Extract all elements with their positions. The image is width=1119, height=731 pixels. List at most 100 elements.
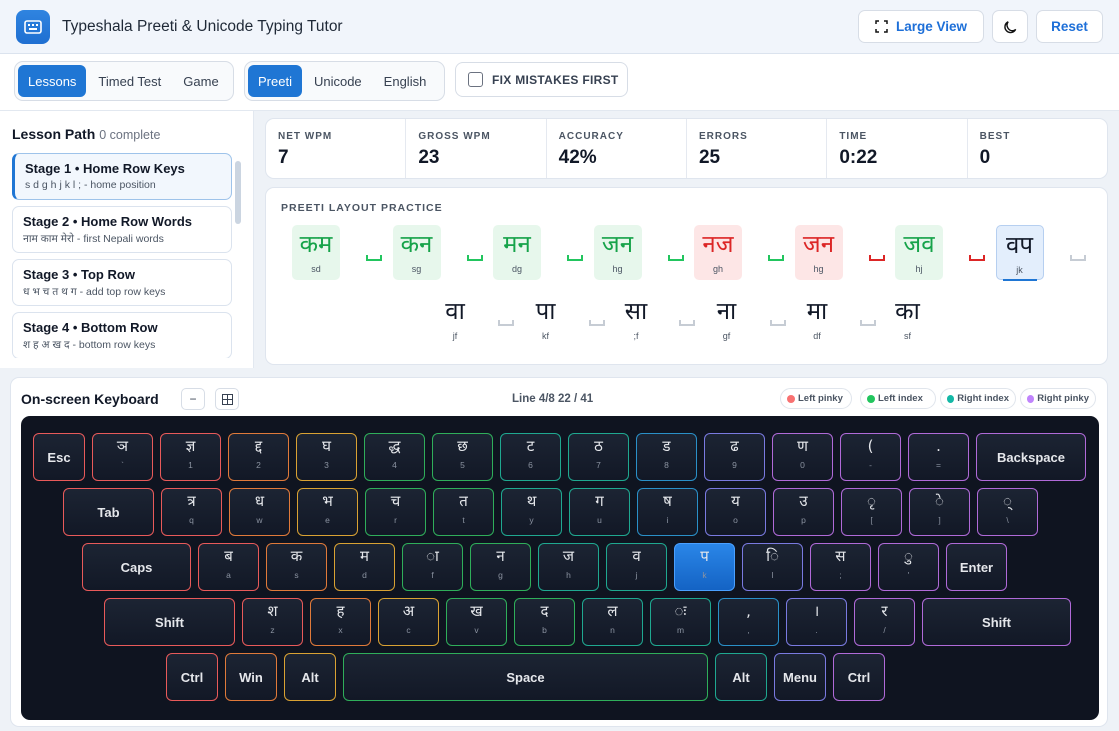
key[interactable]: द्ध 4 xyxy=(364,433,425,481)
key-glyph: व xyxy=(632,547,641,565)
key-ctrl[interactable]: Ctrl xyxy=(833,653,885,701)
key[interactable]: (- xyxy=(840,433,901,481)
word-text: जन xyxy=(601,230,634,258)
tab-game[interactable]: Game xyxy=(183,73,219,89)
key-alt[interactable]: Alt xyxy=(715,653,767,701)
key[interactable]: ,, xyxy=(718,598,779,646)
key-tab[interactable]: Tab xyxy=(63,488,154,536)
theme-toggle-button[interactable] xyxy=(992,10,1028,43)
stage-item[interactable]: Stage 2 • Home Row Words नाम काम मेरो - f… xyxy=(12,206,232,253)
fix-mistakes-toggle[interactable]: FIX MISTAKES FIRST xyxy=(455,62,628,97)
tab-preeti[interactable]: Preeti xyxy=(248,65,302,97)
key-latin: x xyxy=(338,625,343,635)
tab-lessons[interactable]: Lessons xyxy=(18,65,87,97)
legend-label: Right pinky xyxy=(1037,393,1089,404)
key-alt[interactable]: Alt xyxy=(284,653,336,701)
key-shift[interactable]: Shift xyxy=(104,598,235,646)
word-text: नज xyxy=(702,230,734,258)
key[interactable]: ृ[ xyxy=(841,488,902,536)
key-win[interactable]: Win xyxy=(225,653,277,701)
key-glyph: ह xyxy=(336,602,345,620)
key[interactable]: त्र q xyxy=(161,488,222,536)
key[interactable]: ज्ञ 1 xyxy=(160,433,221,481)
key-space[interactable]: Space xyxy=(343,653,708,701)
key[interactable]: ा f xyxy=(402,543,463,591)
key-glyph: ( xyxy=(867,437,874,455)
key[interactable]: ञ ` xyxy=(92,433,153,481)
legend-label: Left pinky xyxy=(798,393,843,404)
key-enter[interactable]: Enter xyxy=(946,543,1007,591)
key[interactable]: ।. xyxy=(786,598,847,646)
grid-toggle-button[interactable] xyxy=(215,388,239,410)
key-glyph: क xyxy=(290,547,303,565)
legend-item: Left pinky xyxy=(780,388,852,409)
key[interactable]: . = xyxy=(908,433,969,481)
key-latin: b xyxy=(542,625,547,635)
key-menu[interactable]: Menu xyxy=(774,653,826,701)
key[interactable]: ः m xyxy=(650,598,711,646)
key-backspace[interactable]: Backspace xyxy=(976,433,1086,481)
key-ctrl[interactable]: Ctrl xyxy=(166,653,218,701)
key-latin: ' xyxy=(907,570,910,580)
fix-mistakes-checkbox[interactable] xyxy=(468,72,483,87)
key-latin: r xyxy=(394,515,397,525)
practice-word: कम sd xyxy=(292,225,340,280)
key[interactable]: े] xyxy=(909,488,970,536)
zoom-out-button[interactable]: − xyxy=(181,388,205,410)
key[interactable]: ु ' xyxy=(878,543,939,591)
key[interactable]: द्द 2 xyxy=(228,433,289,481)
stage-item[interactable]: Stage 4 • Bottom Row श ह अ ख द - bottom r… xyxy=(12,312,232,358)
stage-item[interactable]: Stage 3 • Top Row ध भ च त थ ग - add top r… xyxy=(12,259,232,306)
large-view-button[interactable]: Large View xyxy=(858,10,984,43)
stage-item[interactable]: Stage 1 • Home Row Keys s d g h j k l ; -… xyxy=(12,153,232,200)
tab-unicode[interactable]: Unicode xyxy=(313,73,362,89)
key-latin: t xyxy=(462,515,465,525)
key[interactable]: ् \ xyxy=(977,488,1038,536)
key-glyph: श xyxy=(267,602,278,620)
stage-list-scrollbar[interactable] xyxy=(235,161,241,224)
word-keys: df xyxy=(813,331,821,341)
key-glyph: न xyxy=(496,547,505,565)
tab-timed-test[interactable]: Timed Test xyxy=(98,73,162,89)
key[interactable]: स; xyxy=(810,543,871,591)
stat-card: TIME 0:22 xyxy=(827,119,968,178)
key[interactable]: ि l xyxy=(742,543,803,591)
key[interactable]: र / xyxy=(854,598,915,646)
key-caps[interactable]: Caps xyxy=(82,543,191,591)
key-esc[interactable]: Esc xyxy=(33,433,85,481)
tab-english[interactable]: English xyxy=(383,73,427,89)
reset-button[interactable]: Reset xyxy=(1036,10,1103,43)
key-glyph: छ xyxy=(457,437,468,455)
key-shift[interactable]: Shift xyxy=(922,598,1071,646)
key-glyph: ग xyxy=(595,492,604,510)
